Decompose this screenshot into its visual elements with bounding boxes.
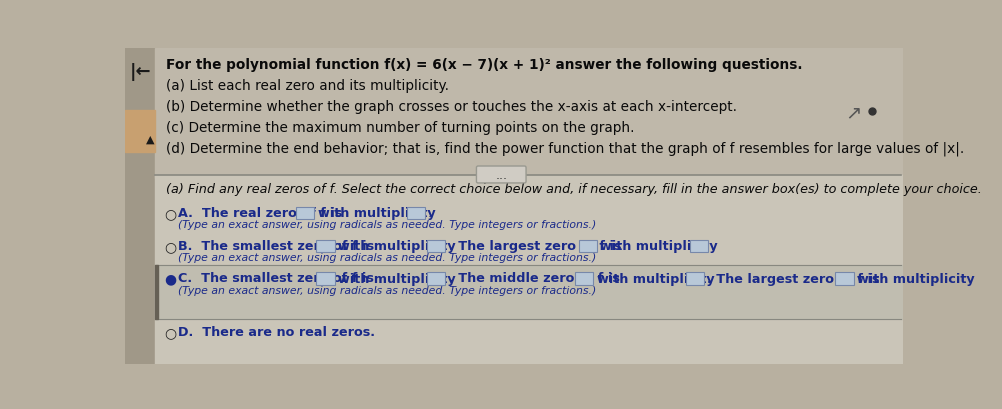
Text: with multiplicity: with multiplicity bbox=[596, 272, 713, 285]
Text: (Type an exact answer, using radicals as needed. Type integers or fractions.): (Type an exact answer, using radicals as… bbox=[178, 220, 596, 229]
Text: (c) Determine the maximum number of turning points on the graph.: (c) Determine the maximum number of turn… bbox=[165, 121, 633, 135]
Text: C.  The smallest zero of f is: C. The smallest zero of f is bbox=[178, 272, 374, 285]
Bar bbox=[685, 273, 703, 285]
Text: with multiplicity: with multiplicity bbox=[318, 207, 435, 220]
Text: |←: |← bbox=[129, 63, 150, 81]
Bar bbox=[406, 207, 425, 220]
Text: ○: ○ bbox=[164, 240, 176, 254]
Text: .: . bbox=[709, 240, 713, 252]
Bar bbox=[427, 273, 445, 285]
Bar bbox=[689, 240, 707, 253]
Bar bbox=[578, 240, 597, 253]
Bar bbox=[154, 49, 902, 178]
Text: (d) Determine the end behavior; that is, find the power function that the graph : (d) Determine the end behavior; that is,… bbox=[165, 141, 963, 156]
Bar bbox=[316, 273, 335, 285]
Text: .: . bbox=[427, 207, 431, 220]
Bar bbox=[154, 176, 902, 364]
Text: ○: ○ bbox=[164, 326, 176, 339]
Text: . The largest zero of f is: . The largest zero of f is bbox=[706, 272, 879, 285]
Bar bbox=[316, 240, 335, 253]
Text: with multiplicity: with multiplicity bbox=[600, 240, 717, 252]
Text: (Type an exact answer, using radicals as needed. Type integers or fractions.): (Type an exact answer, using radicals as… bbox=[178, 285, 596, 296]
Bar bbox=[835, 273, 853, 285]
Bar bbox=[427, 240, 445, 253]
Text: B.  The smallest zero of f is: B. The smallest zero of f is bbox=[178, 240, 374, 252]
Bar bbox=[574, 273, 593, 285]
Text: . The middle zero of f is: . The middle zero of f is bbox=[448, 272, 619, 285]
Text: with multiplicity: with multiplicity bbox=[338, 272, 455, 285]
Text: (a) Find any real zeros of f. Select the correct choice below and, if necessary,: (a) Find any real zeros of f. Select the… bbox=[165, 183, 980, 196]
Text: ↗: ↗ bbox=[845, 103, 861, 121]
Bar bbox=[296, 207, 315, 220]
Text: with multiplicity: with multiplicity bbox=[856, 272, 974, 285]
Text: ●: ● bbox=[164, 272, 176, 286]
FancyBboxPatch shape bbox=[476, 166, 525, 184]
Text: with multiplicity: with multiplicity bbox=[338, 240, 455, 252]
Bar bbox=[125, 110, 154, 153]
Text: (a) List each real zero and its multiplicity.: (a) List each real zero and its multipli… bbox=[165, 79, 448, 93]
Text: ○: ○ bbox=[164, 207, 176, 220]
Bar bbox=[154, 266, 157, 319]
Text: ▲: ▲ bbox=[145, 135, 154, 145]
Text: A.  The real zero of f is: A. The real zero of f is bbox=[178, 207, 342, 220]
Text: (Type an exact answer, using radicals as needed. Type integers or fractions.): (Type an exact answer, using radicals as… bbox=[178, 253, 596, 263]
Text: (b) Determine whether the graph crosses or touches the x-axis at each x-intercep: (b) Determine whether the graph crosses … bbox=[165, 100, 735, 114]
Text: . The largest zero of f is: . The largest zero of f is bbox=[448, 240, 620, 252]
Text: For the polynomial function f(x) = 6(x − 7)(x + 1)² answer the following questio: For the polynomial function f(x) = 6(x −… bbox=[165, 58, 802, 72]
Text: ...: ... bbox=[495, 169, 507, 182]
Bar bbox=[154, 266, 902, 319]
Text: D.  There are no real zeros.: D. There are no real zeros. bbox=[178, 326, 375, 339]
Bar bbox=[125, 49, 154, 364]
